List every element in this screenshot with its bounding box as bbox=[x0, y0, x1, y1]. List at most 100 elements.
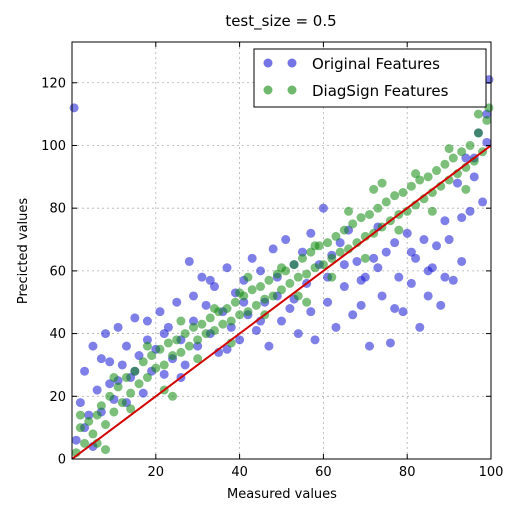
point-diagsign-features bbox=[138, 357, 148, 367]
point-diagsign-features bbox=[209, 325, 219, 335]
point-diagsign-features bbox=[130, 366, 140, 376]
point-diagsign-features bbox=[193, 335, 203, 345]
point-original-features bbox=[92, 385, 102, 395]
point-original-features bbox=[465, 206, 475, 216]
point-original-features bbox=[339, 282, 349, 292]
point-diagsign-features bbox=[159, 360, 169, 370]
point-diagsign-features bbox=[323, 238, 333, 248]
y-tick-label: 40 bbox=[49, 327, 66, 342]
x-tick-label: 80 bbox=[399, 465, 416, 480]
point-original-features bbox=[180, 360, 190, 370]
point-diagsign-features bbox=[142, 372, 152, 382]
point-original-features bbox=[352, 256, 362, 266]
point-diagsign-features bbox=[268, 291, 278, 301]
point-original-features bbox=[377, 291, 387, 301]
point-original-features bbox=[419, 235, 429, 245]
point-diagsign-features bbox=[260, 294, 270, 304]
point-original-features bbox=[293, 329, 303, 339]
point-diagsign-features bbox=[390, 191, 400, 201]
x-tick-label: 20 bbox=[148, 465, 165, 480]
identity-line bbox=[71, 144, 492, 460]
point-diagsign-features bbox=[96, 401, 106, 411]
point-original-features bbox=[402, 228, 412, 238]
point-original-features bbox=[415, 322, 425, 332]
point-diagsign-features bbox=[180, 329, 190, 339]
point-diagsign-features bbox=[364, 209, 374, 219]
point-diagsign-features bbox=[448, 153, 458, 163]
point-diagsign-features bbox=[84, 416, 94, 426]
point-original-features bbox=[306, 307, 316, 317]
point-diagsign-features bbox=[172, 335, 182, 345]
legend-marker-diagsign bbox=[287, 85, 297, 95]
point-diagsign-features bbox=[113, 382, 123, 392]
legend-marker-original bbox=[263, 58, 273, 68]
axis-ticks: 20 40 60 80 100 0 20 40 60 80 100 120 bbox=[41, 42, 503, 480]
point-original-features bbox=[381, 247, 391, 257]
plot-frame bbox=[71, 41, 492, 460]
point-diagsign-features bbox=[101, 445, 111, 455]
point-diagsign-features bbox=[411, 169, 421, 179]
x-tick-label: 60 bbox=[315, 465, 332, 480]
point-original-features bbox=[277, 316, 286, 326]
point-diagsign-features bbox=[381, 197, 391, 207]
point-original-features bbox=[356, 300, 366, 310]
point-original-features bbox=[189, 316, 199, 326]
point-original-features bbox=[331, 322, 341, 332]
legend-label-diagsign: DiagSign Features bbox=[312, 82, 449, 100]
legend-entry-original: Original Features bbox=[263, 55, 440, 73]
legend-label-original: Original Features bbox=[312, 55, 440, 73]
point-diagsign-features bbox=[189, 322, 199, 332]
y-tick-label: 100 bbox=[41, 139, 66, 154]
point-diagsign-features bbox=[331, 231, 341, 241]
point-diagsign-features bbox=[105, 391, 115, 401]
point-original-features bbox=[105, 357, 115, 367]
point-original-features bbox=[469, 172, 479, 182]
point-diagsign-features bbox=[230, 297, 240, 307]
point-original-features bbox=[189, 291, 199, 301]
point-diagsign-features bbox=[289, 260, 299, 270]
y-tick-label: 120 bbox=[41, 76, 66, 91]
point-original-features bbox=[117, 360, 127, 370]
chart-title: test_size = 0.5 bbox=[225, 12, 336, 31]
point-diagsign-features bbox=[482, 115, 492, 125]
point-original-features bbox=[394, 272, 404, 282]
point-diagsign-features bbox=[432, 166, 442, 176]
point-original-features bbox=[121, 341, 131, 351]
point-original-features bbox=[398, 307, 408, 317]
point-diagsign-features bbox=[310, 263, 320, 273]
point-diagsign-features bbox=[109, 407, 119, 417]
point-diagsign-features bbox=[373, 203, 383, 213]
point-diagsign-features bbox=[327, 253, 337, 263]
point-original-features bbox=[172, 297, 182, 307]
point-diagsign-features bbox=[235, 288, 245, 298]
point-original-features bbox=[159, 329, 169, 339]
point-diagsign-features bbox=[293, 291, 303, 301]
point-diagsign-features bbox=[243, 307, 253, 317]
point-diagsign-features bbox=[285, 278, 295, 288]
point-diagsign-features bbox=[176, 347, 186, 357]
point-diagsign-features bbox=[318, 260, 328, 270]
point-diagsign-features bbox=[218, 319, 228, 329]
point-original-features bbox=[478, 197, 488, 207]
point-original-features bbox=[310, 335, 320, 345]
point-original-features bbox=[69, 103, 79, 113]
legend-marker-diagsign bbox=[263, 85, 273, 95]
point-diagsign-features bbox=[369, 184, 379, 194]
point-diagsign-features bbox=[377, 178, 387, 188]
point-original-features bbox=[323, 297, 333, 307]
point-diagsign-features bbox=[356, 213, 366, 223]
point-original-features bbox=[197, 272, 207, 282]
point-diagsign-features bbox=[168, 351, 178, 361]
point-original-features bbox=[385, 338, 395, 348]
point-original-features bbox=[247, 253, 257, 263]
point-diagsign-features bbox=[398, 187, 408, 197]
point-diagsign-features bbox=[427, 206, 437, 216]
point-diagsign-features bbox=[126, 404, 136, 414]
point-original-features bbox=[373, 263, 383, 273]
point-original-features bbox=[406, 247, 416, 257]
point-diagsign-features bbox=[92, 410, 102, 420]
point-diagsign-features bbox=[176, 316, 186, 326]
point-diagsign-features bbox=[209, 304, 219, 314]
point-original-features bbox=[138, 388, 148, 398]
point-diagsign-features bbox=[251, 300, 261, 310]
